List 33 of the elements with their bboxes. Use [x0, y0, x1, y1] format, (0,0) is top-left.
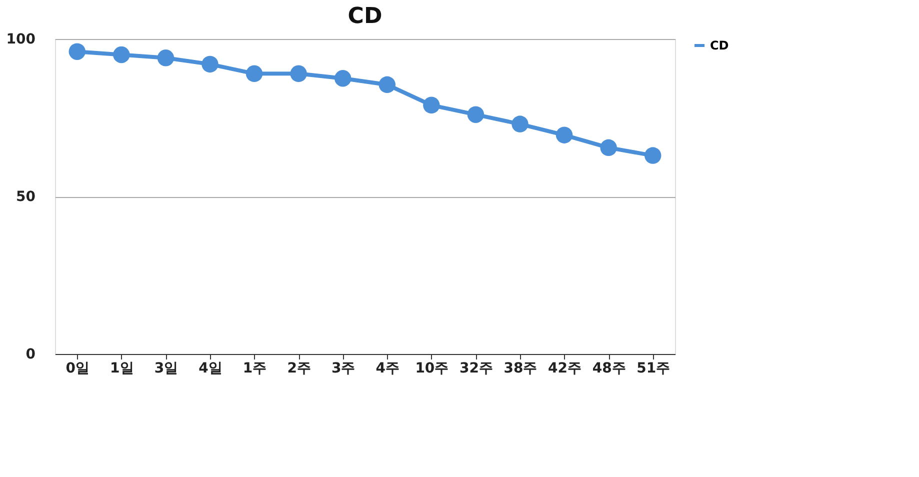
x-tick-label: 48주	[592, 360, 626, 376]
point	[467, 106, 484, 123]
x-tick-label: 0일	[66, 360, 90, 376]
point	[246, 65, 263, 82]
point	[644, 147, 662, 164]
y-tick-label: 0	[26, 346, 36, 362]
x-tick-label: 4일	[198, 360, 222, 376]
x-tick-label: 3일	[154, 360, 178, 376]
x-tick-label: 51주	[636, 360, 670, 376]
y-tick-label: 50	[16, 189, 36, 205]
point	[378, 76, 396, 94]
point	[290, 65, 307, 82]
x-tick-label: 2주	[287, 360, 311, 376]
point	[334, 70, 352, 87]
point	[556, 126, 573, 144]
legend-label: CD	[710, 38, 729, 52]
x-tick-label: 4주	[376, 360, 400, 376]
point	[113, 46, 130, 64]
point	[512, 116, 528, 132]
point	[157, 50, 174, 66]
x-tick-label: 1일	[110, 360, 134, 376]
y-tick-label: 100	[6, 32, 36, 48]
point	[68, 43, 86, 60]
x-tick-label: 32주	[459, 360, 493, 376]
x-tick-label: 3주	[331, 360, 356, 376]
point	[202, 56, 218, 73]
x-tick-label: 42주	[548, 360, 582, 376]
x-tick-label: 1주	[242, 360, 267, 376]
x-tick-label: 38주	[504, 360, 538, 376]
point	[423, 96, 440, 114]
x-tick-label: 10주	[415, 360, 449, 376]
chart-title: CD	[348, 4, 382, 29]
point	[600, 139, 617, 156]
